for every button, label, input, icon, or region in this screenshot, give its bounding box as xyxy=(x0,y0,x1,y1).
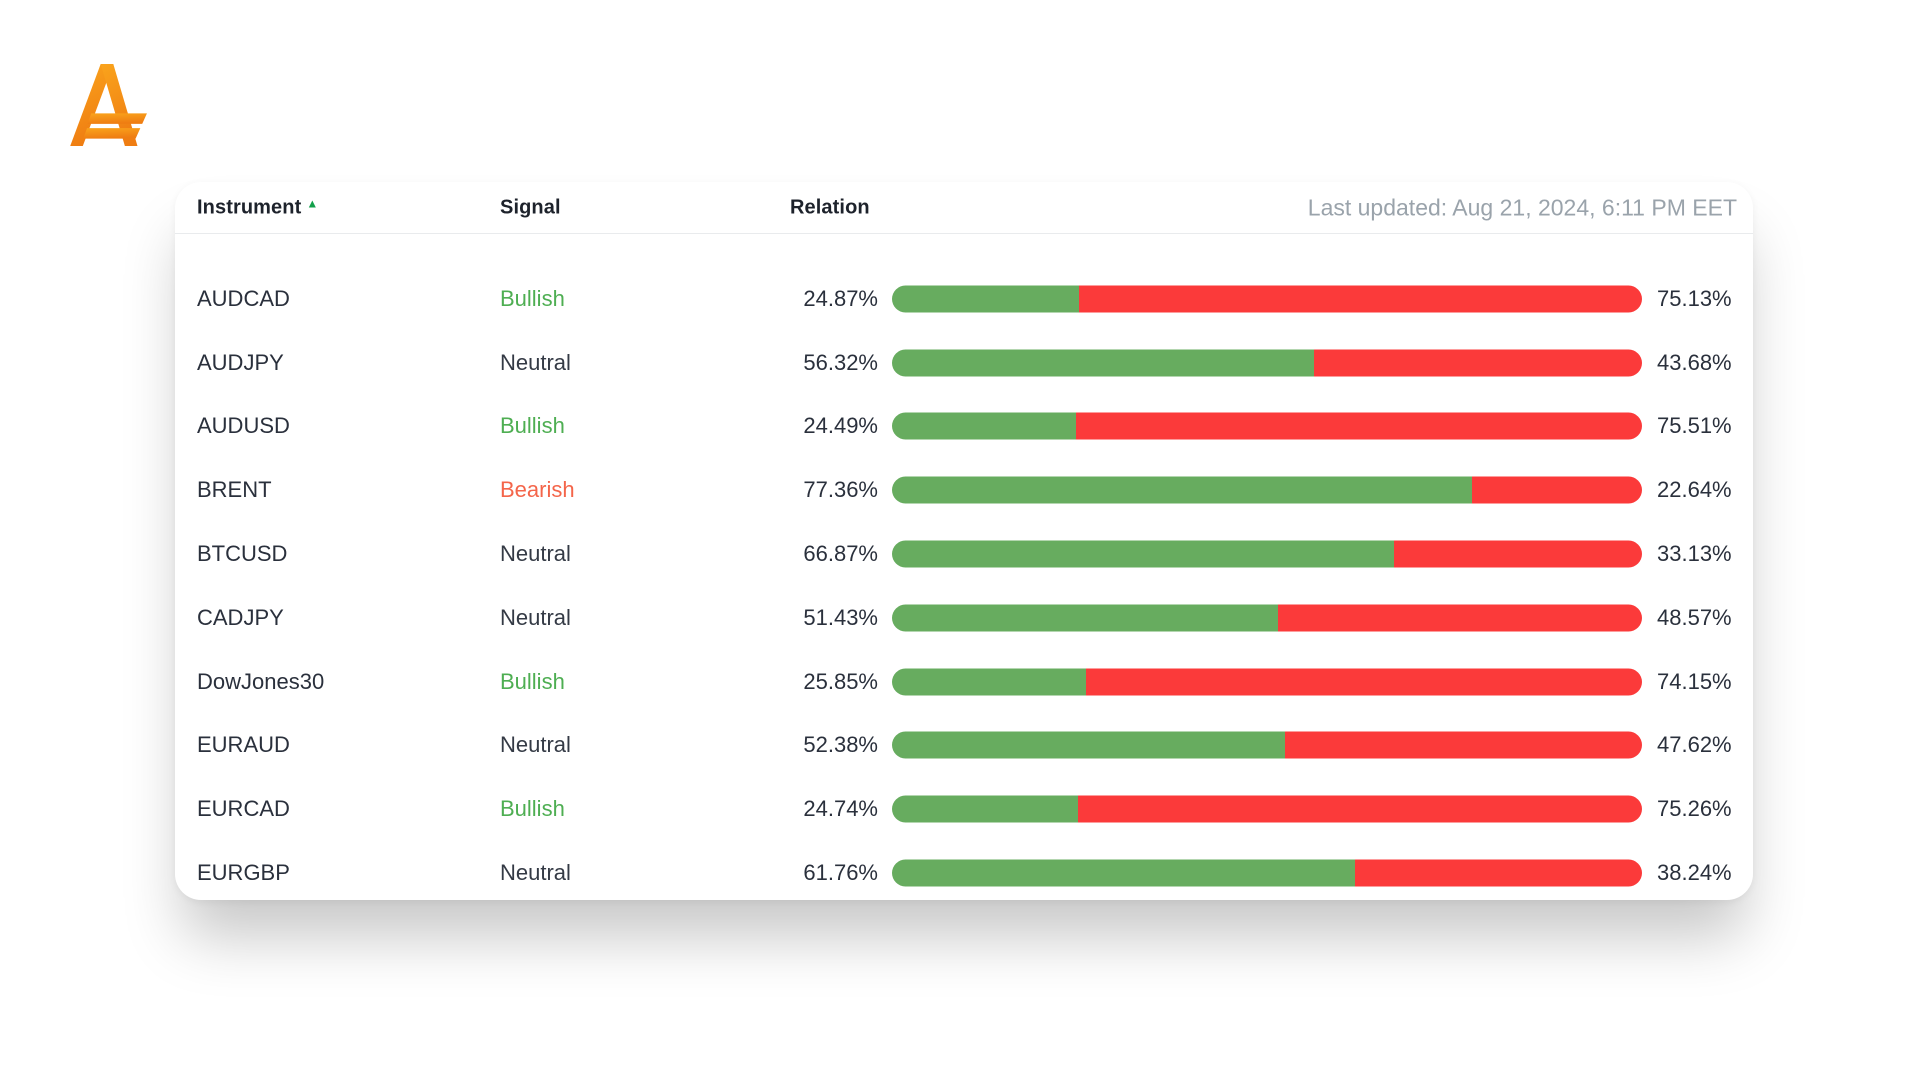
relation-bar xyxy=(892,859,1642,887)
bar-green-segment xyxy=(892,795,1078,823)
instrument-cell: EURGBP xyxy=(197,860,290,886)
bullish-percent-cell: 56.32% xyxy=(803,349,878,375)
bullish-percent-cell: 77.36% xyxy=(803,477,878,503)
bar-green-segment xyxy=(892,412,1076,440)
signal-cell: Bullish xyxy=(500,413,565,439)
signal-cell: Neutral xyxy=(500,349,571,375)
relation-bar xyxy=(892,476,1642,504)
table-row: AUDJPY Neutral 56.32% 43.68% xyxy=(175,331,1753,395)
table-row: BRENT Bearish 77.36% 22.64% xyxy=(175,458,1753,522)
instrument-cell: EURAUD xyxy=(197,732,290,758)
table-row: AUDUSD Bullish 24.49% 75.51% xyxy=(175,395,1753,459)
sort-ascending-icon: ▲ xyxy=(306,196,319,210)
bearish-percent-cell: 74.15% xyxy=(1657,668,1732,694)
bearish-percent-cell: 75.13% xyxy=(1657,285,1732,311)
bar-red-segment xyxy=(1393,540,1642,568)
column-header-relation-label: Relation xyxy=(790,196,870,218)
bar-green-segment xyxy=(892,285,1079,313)
table-row: AUDCAD Bullish 24.87% 75.13% xyxy=(175,267,1753,331)
bullish-percent-cell: 24.74% xyxy=(803,796,878,822)
bearish-percent-cell: 33.13% xyxy=(1657,541,1732,567)
bullish-percent-cell: 24.49% xyxy=(803,413,878,439)
instrument-cell: EURCAD xyxy=(197,796,290,822)
table-header-row: Instrument ▲ Signal Relation Last updated… xyxy=(175,182,1753,234)
bar-green-segment xyxy=(892,604,1278,632)
a-currency-logo-icon xyxy=(70,64,147,146)
column-header-relation[interactable]: Relation xyxy=(790,196,870,219)
bar-green-segment xyxy=(892,859,1356,887)
signal-cell: Neutral xyxy=(500,541,571,567)
bar-red-segment xyxy=(1472,476,1642,504)
relation-bar xyxy=(892,285,1642,313)
column-header-instrument-label: Instrument xyxy=(197,196,302,218)
bearish-percent-cell: 47.62% xyxy=(1657,732,1732,758)
column-header-signal-label: Signal xyxy=(500,196,561,218)
bearish-percent-cell: 48.57% xyxy=(1657,604,1732,630)
signal-cell: Bearish xyxy=(500,477,575,503)
instrument-cell: CADJPY xyxy=(197,604,284,630)
bar-red-segment xyxy=(1077,795,1642,823)
bar-red-segment xyxy=(1284,731,1642,759)
bar-green-segment xyxy=(892,540,1394,568)
signal-cell: Neutral xyxy=(500,604,571,630)
relation-bar xyxy=(892,412,1642,440)
table-row: EURAUD Neutral 52.38% 47.62% xyxy=(175,714,1753,778)
bar-red-segment xyxy=(1085,668,1642,696)
instrument-cell: BRENT xyxy=(197,477,272,503)
relation-bar xyxy=(892,668,1642,696)
bar-red-segment xyxy=(1277,604,1642,632)
bar-red-segment xyxy=(1078,285,1642,313)
relation-bar xyxy=(892,349,1642,377)
relation-bar xyxy=(892,795,1642,823)
instrument-cell: AUDJPY xyxy=(197,349,284,375)
bearish-percent-cell: 43.68% xyxy=(1657,349,1732,375)
table-body: AUDCAD Bullish 24.87% 75.13% AUDJPY Neut… xyxy=(175,267,1753,905)
bullish-percent-cell: 61.76% xyxy=(803,860,878,886)
bar-red-segment xyxy=(1314,349,1642,377)
brand-logo xyxy=(66,64,148,146)
signal-cell: Bullish xyxy=(500,285,565,311)
last-updated-timestamp: Last updated: Aug 21, 2024, 6:11 PM EET xyxy=(1307,194,1737,220)
bearish-percent-cell: 38.24% xyxy=(1657,860,1732,886)
table-row: EURCAD Bullish 24.74% 75.26% xyxy=(175,777,1753,841)
table-row: DowJones30 Bullish 25.85% 74.15% xyxy=(175,650,1753,714)
signal-cell: Bullish xyxy=(500,796,565,822)
bearish-percent-cell: 75.51% xyxy=(1657,413,1732,439)
sentiment-table-card: Instrument ▲ Signal Relation Last updated… xyxy=(175,182,1753,900)
bullish-percent-cell: 51.43% xyxy=(803,604,878,630)
bearish-percent-cell: 75.26% xyxy=(1657,796,1732,822)
bullish-percent-cell: 52.38% xyxy=(803,732,878,758)
table-row: EURGBP Neutral 61.76% 38.24% xyxy=(175,841,1753,905)
bar-green-segment xyxy=(892,731,1285,759)
signal-cell: Bullish xyxy=(500,668,565,694)
bullish-percent-cell: 66.87% xyxy=(803,541,878,567)
instrument-cell: BTCUSD xyxy=(197,541,288,567)
signal-cell: Neutral xyxy=(500,732,571,758)
table-row: CADJPY Neutral 51.43% 48.57% xyxy=(175,586,1753,650)
column-header-instrument[interactable]: Instrument ▲ xyxy=(197,196,318,219)
relation-bar xyxy=(892,731,1642,759)
bar-red-segment xyxy=(1355,859,1642,887)
instrument-cell: DowJones30 xyxy=(197,668,325,694)
instrument-cell: AUDUSD xyxy=(197,413,290,439)
bearish-percent-cell: 22.64% xyxy=(1657,477,1732,503)
signal-cell: Neutral xyxy=(500,860,571,886)
table-row: BTCUSD Neutral 66.87% 33.13% xyxy=(175,522,1753,586)
bar-green-segment xyxy=(892,476,1473,504)
bar-green-segment xyxy=(892,668,1086,696)
bar-red-segment xyxy=(1075,412,1642,440)
bullish-percent-cell: 25.85% xyxy=(803,668,878,694)
relation-bar xyxy=(892,604,1642,632)
column-header-signal[interactable]: Signal xyxy=(500,196,561,219)
instrument-cell: AUDCAD xyxy=(197,285,290,311)
bar-green-segment xyxy=(892,349,1315,377)
relation-bar xyxy=(892,540,1642,568)
bullish-percent-cell: 24.87% xyxy=(803,285,878,311)
